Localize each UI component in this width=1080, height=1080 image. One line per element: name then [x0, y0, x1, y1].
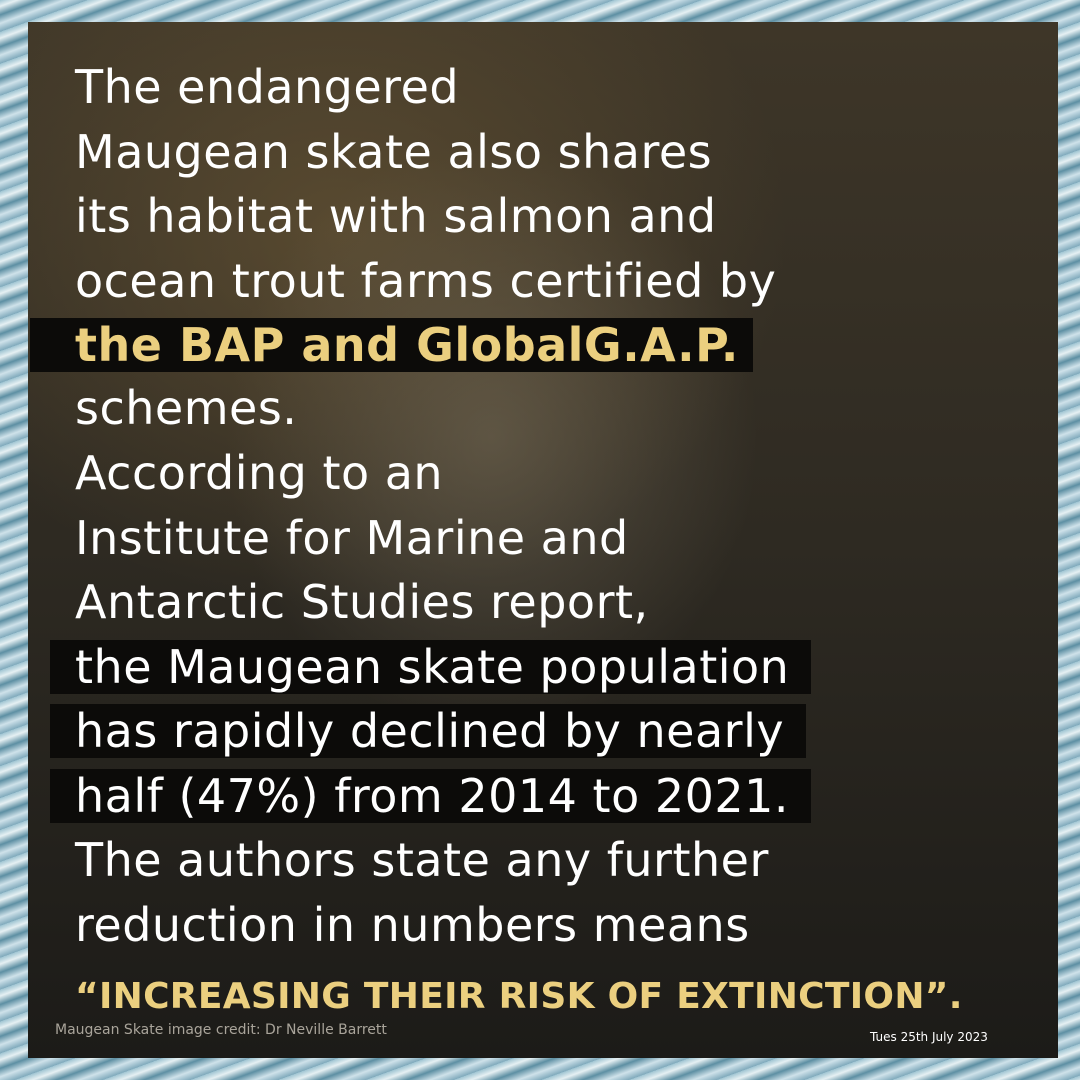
quote: “INCREASING THEIR RISK OF EXTINCTION”.	[75, 976, 963, 1017]
text-line: its habitat with salmon and	[75, 189, 717, 243]
date: Tues 25th July 2023	[870, 1030, 988, 1044]
text-line: Antarctic Studies report,	[75, 575, 649, 629]
text-line: ocean trout farms certified by	[75, 254, 777, 308]
text-line: Institute for Marine and	[75, 511, 629, 565]
boxed-text: the Maugean skate population	[50, 640, 812, 694]
text-line: According to an	[75, 446, 444, 500]
text-line: The authors state any further	[75, 833, 769, 887]
text-line: reduction in numbers means	[75, 898, 750, 952]
text-line: has rapidly declined by nearly	[50, 699, 807, 763]
text-line: the Maugean skate population	[50, 635, 812, 699]
image-credit: Maugean Skate image credit: Dr Neville B…	[55, 1022, 387, 1038]
text-line: half (47%) from 2014 to 2021.	[50, 764, 812, 828]
image-panel	[28, 22, 1058, 1058]
boxed-text: half (47%) from 2014 to 2021.	[50, 769, 812, 823]
text-line: The endangered	[75, 60, 460, 114]
text-line: the BAP and GlobalG.A.P.	[30, 313, 753, 377]
text-line: schemes.	[75, 381, 298, 435]
highlight: the BAP and GlobalG.A.P.	[30, 318, 753, 372]
boxed-text: has rapidly declined by nearly	[50, 704, 807, 758]
text-line: Maugean skate also shares	[75, 125, 713, 179]
